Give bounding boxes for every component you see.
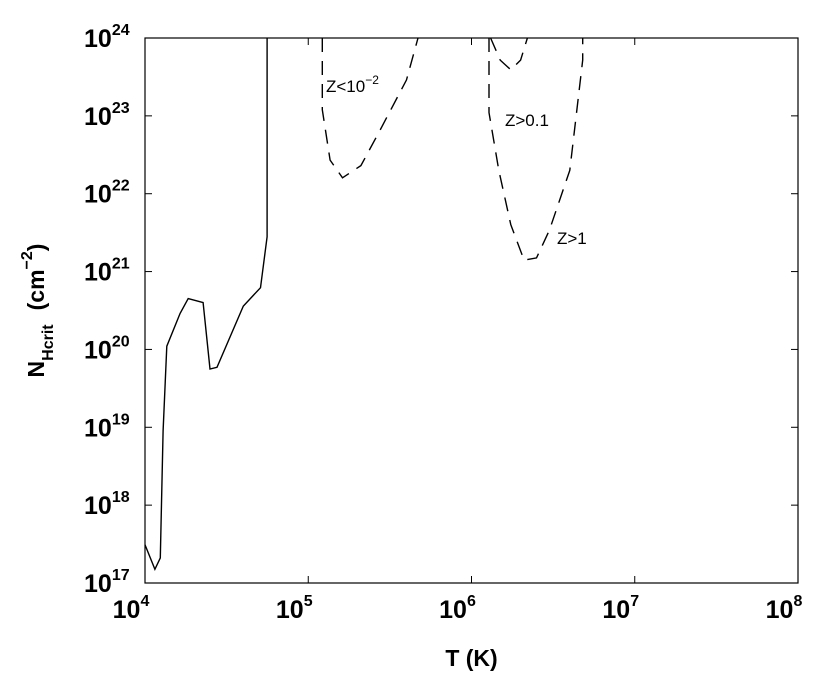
- series-line: [144, 38, 268, 572]
- tick-base: 10: [439, 596, 467, 624]
- x-tick-label: 105: [276, 593, 313, 624]
- x-tick-label: 107: [602, 593, 639, 624]
- y-label-exp: −2: [19, 251, 36, 269]
- x-tick-label: 108: [766, 593, 803, 624]
- tick-base: 10: [84, 570, 112, 598]
- tick-exponent: 5: [304, 593, 313, 610]
- tick-base: 10: [113, 596, 141, 624]
- y-tick-label: 1022: [84, 178, 130, 209]
- tick-exponent: 18: [112, 489, 130, 506]
- annotation: Z>1: [557, 229, 587, 248]
- y-tick-label: 1023: [84, 100, 130, 131]
- annotation-text: Z>1: [557, 229, 587, 248]
- x-tick-label: 106: [439, 593, 476, 624]
- y-axis-label: NHcrit (cm−2): [19, 244, 57, 378]
- tick-base: 10: [84, 492, 112, 520]
- y-tick-label: 1024: [84, 22, 130, 53]
- y-tick-label: 1019: [84, 411, 130, 442]
- tick-exponent: 22: [112, 178, 130, 195]
- tick-exponent: 19: [112, 411, 130, 428]
- y-tick-label: 1021: [84, 256, 130, 287]
- tick-base: 10: [84, 414, 112, 442]
- x-tick-label: 104: [113, 593, 150, 624]
- tick-base: 10: [84, 336, 112, 364]
- tick-exponent: 17: [112, 567, 130, 584]
- tick-exponent: 7: [630, 593, 639, 610]
- annotation-text: Z>0.1: [505, 111, 549, 130]
- plot-frame: [144, 37, 799, 584]
- tick-base: 10: [84, 103, 112, 131]
- tick-exponent: 23: [112, 100, 130, 117]
- annotation: Z<10−2: [326, 73, 379, 96]
- y-label-sub: Hcrit: [40, 324, 57, 361]
- y-label-main: N: [23, 361, 49, 378]
- tick-exponent: 4: [140, 593, 149, 610]
- tick-base: 10: [276, 596, 304, 624]
- tick-base: 10: [84, 25, 112, 53]
- series-line: [321, 37, 419, 179]
- tick-base: 10: [84, 181, 112, 209]
- series-line: [488, 38, 584, 261]
- tick-base: 10: [602, 596, 630, 624]
- y-tick-label: 1017: [84, 567, 130, 598]
- annotation-exp: −2: [365, 73, 379, 87]
- tick-exponent: 21: [112, 256, 130, 273]
- y-tick-label: 1020: [84, 333, 130, 364]
- tick-exponent: 8: [793, 593, 802, 610]
- y-label-unit: (cm: [23, 269, 49, 310]
- annotation-text: Z<10: [326, 77, 365, 96]
- x-axis-label: T (K): [445, 645, 497, 671]
- tick-exponent: 20: [112, 333, 130, 350]
- annotation: Z>0.1: [505, 111, 549, 130]
- tick-exponent: 24: [112, 22, 130, 39]
- tick-exponent: 6: [467, 593, 476, 610]
- y-label-close: ): [23, 244, 49, 252]
- series-line: [489, 37, 529, 71]
- y-tick-label: 1018: [84, 489, 130, 520]
- tick-base: 10: [84, 259, 112, 287]
- tick-base: 10: [766, 596, 794, 624]
